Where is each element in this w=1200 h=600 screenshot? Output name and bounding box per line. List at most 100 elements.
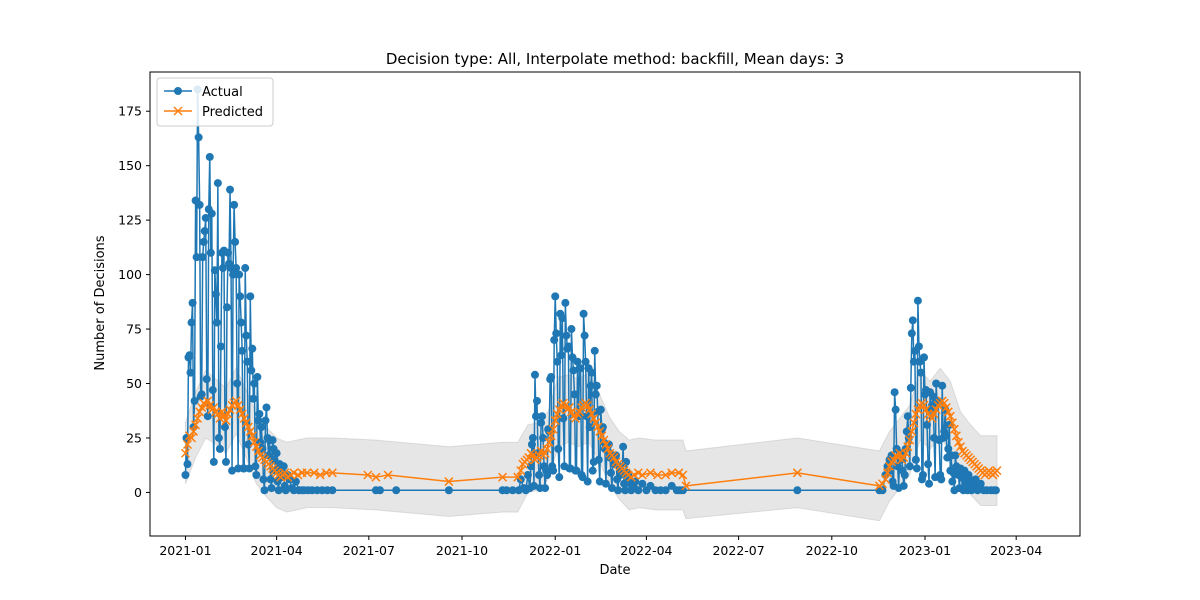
actual-point [562, 331, 571, 340]
actual-point [192, 253, 201, 262]
actual-point [216, 342, 225, 351]
actual-point [209, 457, 218, 466]
predicted-point [882, 468, 893, 478]
actual-point [257, 423, 266, 432]
actual-point [911, 455, 920, 464]
actual-point [502, 486, 511, 495]
actual-point [523, 471, 532, 479]
actual-point [249, 394, 258, 403]
actual-point [250, 379, 259, 388]
y-tick-label: 125 [118, 213, 142, 228]
actual-point [242, 331, 251, 340]
actual-point [564, 342, 573, 351]
actual-point [232, 264, 241, 273]
actual-point [183, 460, 192, 469]
actual-point [547, 372, 556, 381]
actual-point [569, 366, 578, 375]
actual-point [555, 473, 564, 482]
actual-point [190, 396, 199, 405]
actual-point [535, 471, 544, 479]
actual-point [262, 403, 271, 412]
actual-point [621, 486, 630, 495]
actual-point [902, 427, 911, 436]
predicted-point [945, 411, 955, 421]
actual-point [634, 486, 643, 495]
actual-point [203, 412, 212, 421]
actual-point [581, 357, 590, 366]
actual-point [530, 370, 539, 379]
actual-point [914, 342, 923, 351]
actual-point [973, 486, 982, 495]
actual-point [878, 486, 887, 495]
chart-title: Decision type: All, Interpolate method: … [386, 50, 844, 68]
actual-point [905, 462, 914, 471]
predicted-point [905, 435, 915, 445]
actual-point [224, 248, 233, 257]
y-tick-label: 50 [126, 376, 142, 391]
actual-point [272, 449, 281, 458]
x-tick-label: 2021-10 [436, 543, 488, 558]
actual-point [908, 316, 917, 325]
x-tick-label: 2022-10 [806, 543, 858, 558]
actual-point [198, 253, 207, 262]
actual-point [912, 464, 921, 473]
actual-point [375, 486, 384, 495]
predicted-point [947, 418, 957, 428]
predicted-point [678, 470, 688, 480]
legend-actual-marker [174, 87, 182, 95]
predicted-point [645, 468, 655, 478]
legend: Actual Predicted [156, 77, 274, 127]
actual-point [254, 416, 263, 425]
actual-point [567, 325, 576, 334]
actual-point [570, 390, 579, 399]
predicted-point [513, 472, 523, 482]
actual-point [576, 364, 585, 373]
actual-point [526, 462, 535, 471]
actual-point [919, 353, 928, 362]
actual-point [549, 466, 558, 475]
actual-point [251, 462, 260, 471]
predicted-point [383, 470, 393, 480]
actual-point [392, 486, 401, 495]
predicted-point [221, 416, 231, 426]
predicted-point [880, 474, 891, 484]
legend-predicted-marker [173, 106, 183, 116]
actual-point [678, 486, 687, 495]
actual-point [909, 357, 918, 366]
actual-point [267, 484, 276, 493]
predicted-point [653, 470, 663, 480]
predicted-point [327, 468, 337, 478]
actual-point [591, 390, 600, 399]
actual-point [793, 486, 802, 495]
actual-point [906, 383, 915, 392]
actual-point [291, 477, 300, 486]
predicted-point [444, 477, 454, 487]
actual-point [186, 368, 195, 377]
actual-point [201, 213, 210, 222]
actual-point [244, 440, 253, 449]
actual-point [266, 475, 275, 484]
actual-point [211, 290, 220, 299]
actual-point [181, 471, 190, 479]
predicted-point [546, 431, 556, 441]
y-tick-label: 75 [126, 322, 142, 337]
predicted-point [187, 433, 197, 443]
actual-point [281, 486, 290, 495]
predicted-point [903, 442, 913, 452]
actual-point [554, 444, 563, 453]
actual-point [259, 475, 268, 484]
actual-point [185, 351, 194, 360]
actual-point [252, 471, 261, 479]
actual-point [553, 357, 562, 366]
actual-point [582, 412, 591, 421]
predicted-point [544, 437, 554, 447]
predicted-point [189, 426, 199, 436]
legend-actual-label: Actual [202, 85, 243, 100]
actual-point [228, 466, 237, 475]
legend-frame [156, 77, 274, 127]
actual-point [937, 475, 946, 484]
actual-point [205, 152, 214, 161]
actual-point [539, 433, 548, 442]
actual-point [200, 227, 209, 236]
actual-point [253, 372, 262, 381]
